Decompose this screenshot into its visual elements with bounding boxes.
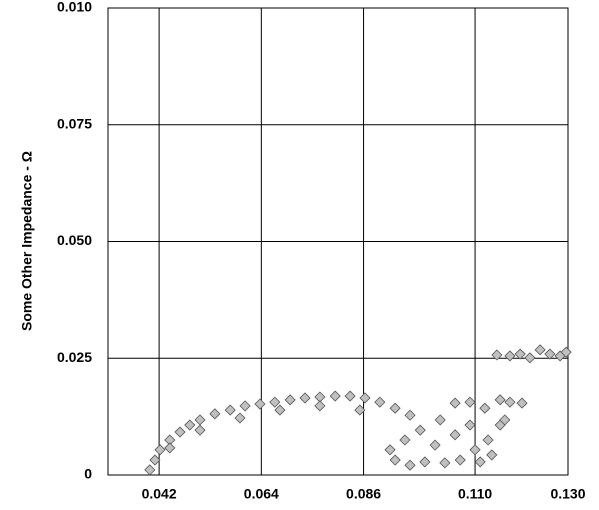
- point: [344, 390, 356, 402]
- point: [449, 429, 461, 441]
- point: [354, 404, 366, 416]
- point: [404, 409, 416, 421]
- y-tick-label: 0.050: [57, 232, 92, 248]
- point: [389, 402, 401, 414]
- point: [486, 449, 498, 461]
- point: [499, 414, 511, 426]
- point: [429, 439, 441, 451]
- y-axis-label: Some Other Impedance - Ω: [19, 151, 35, 331]
- y-tick-label: 0.010: [57, 0, 92, 15]
- point: [389, 454, 401, 466]
- point: [154, 444, 166, 456]
- point: [464, 419, 476, 431]
- point: [464, 396, 476, 408]
- point: [449, 397, 461, 409]
- point: [284, 394, 296, 406]
- point: [474, 456, 486, 468]
- point: [504, 350, 516, 362]
- point: [274, 404, 286, 416]
- x-tick-label: 0.086: [346, 486, 381, 502]
- point: [399, 434, 411, 446]
- x-tick-label: 0.110: [458, 486, 492, 502]
- y-tick-label: 0.075: [57, 115, 92, 131]
- point: [524, 352, 536, 364]
- point: [534, 344, 546, 356]
- point: [194, 424, 206, 436]
- point: [209, 408, 221, 420]
- point: [299, 392, 311, 404]
- point: [560, 346, 572, 358]
- point: [479, 402, 491, 414]
- point: [384, 444, 396, 456]
- point: [224, 404, 236, 416]
- y-tick-label: 0.025: [57, 349, 92, 365]
- point: [144, 464, 156, 476]
- point: [254, 398, 266, 410]
- point: [544, 348, 556, 360]
- x-tick-label: 0.042: [142, 486, 177, 502]
- point: [454, 454, 466, 466]
- point: [359, 392, 371, 404]
- x-tick-label: 0.064: [244, 486, 279, 502]
- point: [491, 349, 503, 361]
- point: [482, 434, 494, 446]
- point: [434, 414, 446, 426]
- point: [439, 457, 451, 469]
- point: [504, 396, 516, 408]
- point: [174, 426, 186, 438]
- point: [469, 444, 481, 456]
- point: [494, 394, 506, 406]
- point: [184, 419, 196, 431]
- x-tick-label: 0.130: [550, 486, 585, 502]
- point: [234, 412, 246, 424]
- point: [516, 397, 528, 409]
- point: [239, 400, 251, 412]
- point: [164, 442, 176, 454]
- point: [149, 454, 161, 466]
- point: [414, 424, 426, 436]
- point: [374, 396, 386, 408]
- point: [404, 459, 416, 471]
- point: [514, 348, 526, 360]
- point: [314, 400, 326, 412]
- y-tick-label: 0: [84, 466, 92, 482]
- point: [269, 396, 281, 408]
- point: [419, 456, 431, 468]
- point: [329, 390, 341, 402]
